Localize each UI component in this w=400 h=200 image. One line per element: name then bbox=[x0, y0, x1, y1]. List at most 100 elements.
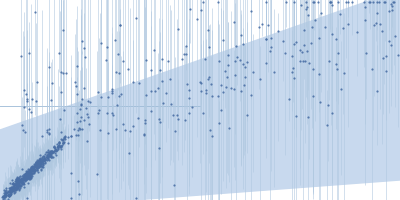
Point bbox=[345, 0, 351, 4]
Point bbox=[12, 187, 18, 190]
Point bbox=[18, 181, 24, 184]
Point bbox=[186, 8, 193, 11]
Point bbox=[56, 141, 62, 144]
Point bbox=[293, 114, 300, 117]
Point bbox=[16, 175, 23, 178]
Point bbox=[23, 172, 30, 176]
Point bbox=[41, 157, 47, 160]
Point bbox=[215, 95, 222, 98]
Point bbox=[304, 50, 310, 53]
Point bbox=[206, 76, 212, 79]
Point bbox=[13, 177, 19, 180]
Point bbox=[11, 187, 17, 190]
Point bbox=[20, 178, 27, 181]
Point bbox=[57, 144, 64, 147]
Point bbox=[42, 158, 48, 161]
Point bbox=[186, 112, 193, 115]
Point bbox=[312, 19, 318, 22]
Point bbox=[259, 22, 266, 25]
Point bbox=[20, 177, 27, 180]
Point bbox=[5, 194, 12, 197]
Point bbox=[34, 159, 41, 162]
Point bbox=[23, 179, 29, 182]
Point bbox=[151, 49, 157, 52]
Point bbox=[301, 43, 308, 47]
Point bbox=[24, 99, 30, 103]
Point bbox=[30, 166, 36, 170]
Point bbox=[12, 186, 18, 190]
Point bbox=[22, 172, 29, 175]
Point bbox=[12, 180, 18, 183]
Point bbox=[46, 131, 52, 134]
Point bbox=[244, 60, 250, 64]
Point bbox=[10, 186, 16, 190]
Point bbox=[57, 118, 64, 121]
Point bbox=[12, 179, 19, 183]
Point bbox=[35, 159, 41, 163]
Point bbox=[86, 101, 93, 104]
Point bbox=[0, 198, 6, 200]
Point bbox=[28, 172, 35, 175]
Point bbox=[20, 172, 27, 175]
Point bbox=[9, 188, 16, 191]
Point bbox=[36, 162, 42, 165]
Point bbox=[52, 146, 58, 149]
Point bbox=[21, 183, 28, 186]
Point bbox=[209, 94, 216, 98]
Point bbox=[76, 127, 82, 130]
Point bbox=[18, 177, 24, 180]
Point bbox=[25, 173, 31, 176]
Point bbox=[16, 182, 22, 186]
Point bbox=[291, 42, 298, 46]
Point bbox=[104, 112, 111, 115]
Point bbox=[15, 178, 22, 181]
Point bbox=[9, 186, 15, 189]
Point bbox=[32, 164, 39, 167]
Point bbox=[22, 173, 28, 176]
Point bbox=[392, 34, 398, 37]
Point bbox=[14, 184, 21, 187]
Point bbox=[23, 171, 29, 174]
Point bbox=[50, 150, 56, 154]
Point bbox=[78, 127, 85, 130]
Point bbox=[17, 179, 23, 182]
Point bbox=[262, 61, 269, 65]
Point bbox=[34, 162, 41, 165]
Point bbox=[26, 174, 32, 177]
Point bbox=[305, 13, 311, 16]
Point bbox=[263, 0, 269, 4]
Point bbox=[391, 0, 397, 4]
Point bbox=[44, 155, 50, 158]
Point bbox=[40, 165, 46, 169]
Point bbox=[96, 108, 102, 111]
Point bbox=[22, 179, 28, 182]
Point bbox=[40, 158, 47, 161]
Point bbox=[7, 186, 14, 189]
Point bbox=[19, 181, 26, 184]
Point bbox=[203, 88, 209, 91]
Point bbox=[41, 155, 48, 158]
Point bbox=[22, 177, 28, 180]
Point bbox=[2, 190, 8, 193]
Point bbox=[72, 80, 78, 83]
Point bbox=[24, 177, 30, 180]
Point bbox=[37, 161, 43, 164]
Point bbox=[26, 175, 32, 178]
Point bbox=[208, 83, 214, 86]
Point bbox=[37, 157, 44, 160]
Point bbox=[316, 37, 322, 40]
Point bbox=[48, 149, 54, 153]
Point bbox=[301, 28, 308, 31]
Point bbox=[1, 191, 8, 195]
Point bbox=[38, 159, 45, 162]
Point bbox=[42, 157, 48, 160]
Point bbox=[27, 169, 34, 172]
Point bbox=[42, 161, 48, 164]
Point bbox=[310, 67, 316, 70]
Point bbox=[28, 165, 34, 168]
Point bbox=[13, 178, 19, 181]
Point bbox=[30, 166, 36, 169]
Point bbox=[1, 194, 7, 197]
Point bbox=[7, 193, 14, 196]
Point bbox=[263, 38, 269, 41]
